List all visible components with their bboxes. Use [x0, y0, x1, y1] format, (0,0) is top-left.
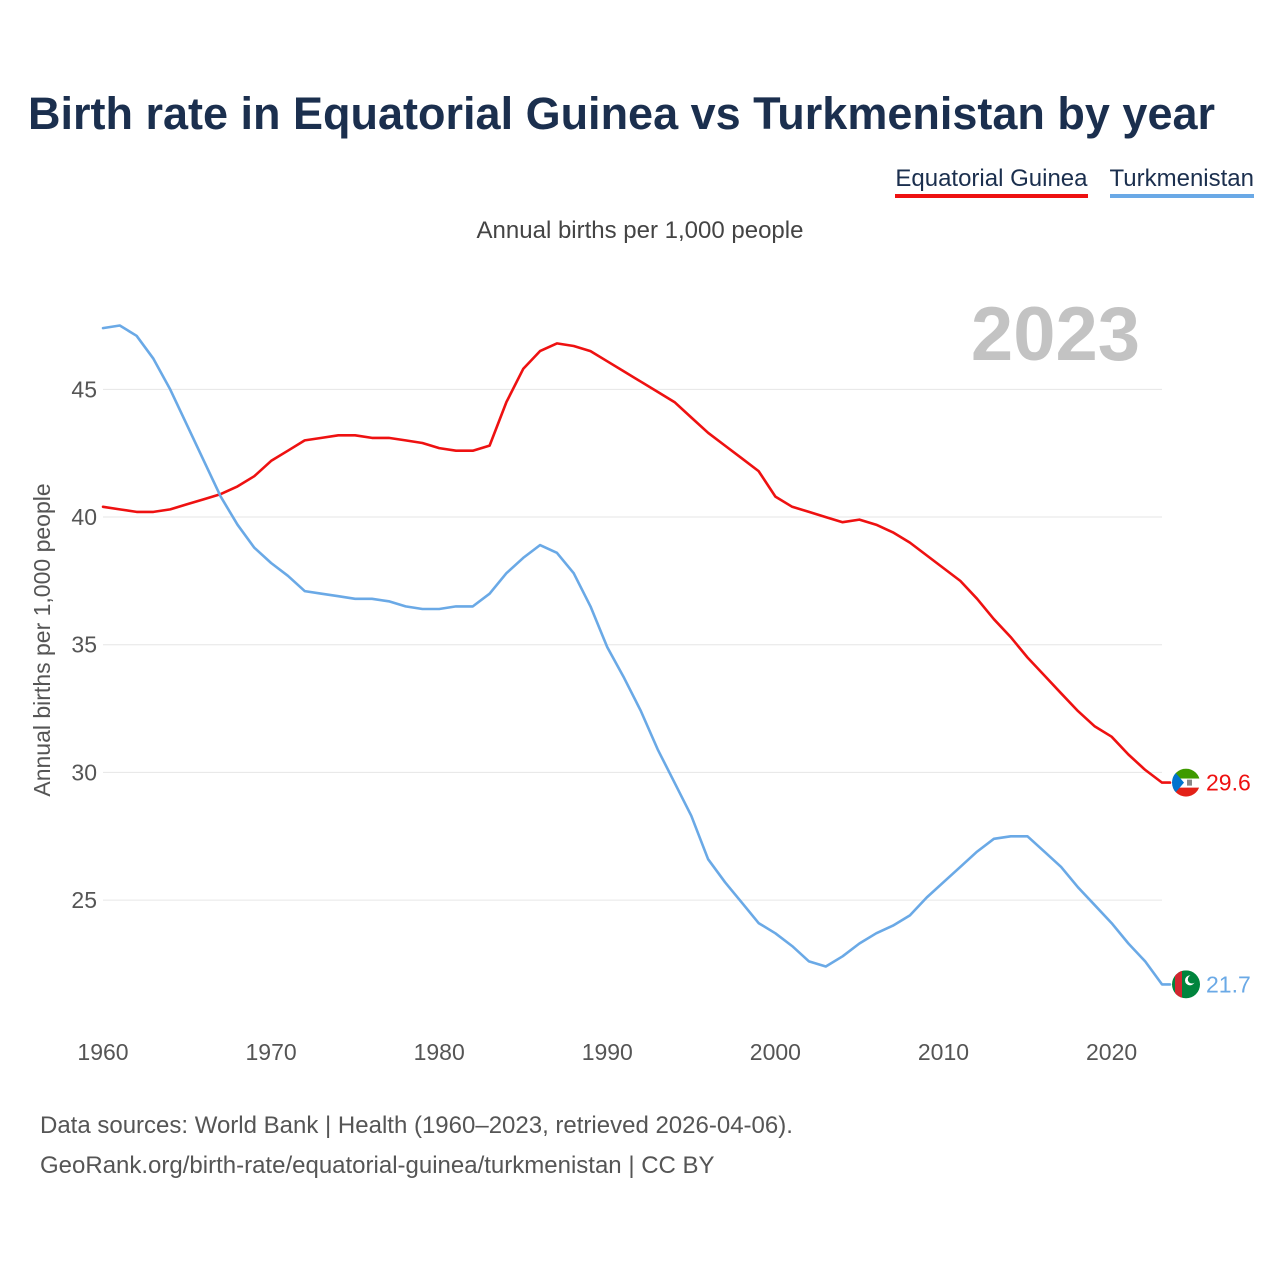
data-sources: Data sources: World Bank | Health (1960–…: [40, 1112, 793, 1139]
y-tick-label: 25: [71, 887, 97, 913]
x-tick-label: 2000: [750, 1039, 801, 1065]
y-tick-label: 40: [71, 504, 97, 530]
y-tick-label: 30: [71, 759, 97, 785]
series-line-turkmenistan: [101, 324, 1172, 986]
series-line-equatorial-guinea: [101, 342, 1172, 784]
x-tick-label: 1970: [246, 1039, 297, 1065]
y-tick-label: 45: [71, 376, 97, 402]
source-link[interactable]: GeoRank.org/birth-rate/equatorial-guinea…: [40, 1152, 715, 1179]
end-value-label: 29.6: [1206, 770, 1251, 796]
chart-title: Birth rate in Equatorial Guinea vs Turkm…: [28, 88, 1216, 139]
chart-subtitle: Annual births per 1,000 people: [476, 217, 804, 244]
y-axis-label: Annual births per 1,000 people: [29, 483, 55, 796]
legend: Equatorial Guinea Turkmenistan: [895, 165, 1254, 198]
footer: Data sources: World Bank | Health (1960–…: [40, 1106, 793, 1186]
x-tick-label: 2010: [918, 1039, 969, 1065]
end-value-label: 21.7: [1206, 971, 1251, 997]
equatorial-guinea-flag-icon: [1172, 768, 1200, 797]
legend-item-equatorial-guinea[interactable]: Equatorial Guinea: [895, 165, 1088, 198]
x-tick-label: 1960: [77, 1039, 128, 1065]
x-tick-label: 1990: [582, 1039, 633, 1065]
x-tick-label: 1980: [414, 1039, 465, 1065]
year-watermark: 2023: [971, 292, 1140, 377]
turkmenistan-flag-icon: [1172, 970, 1200, 999]
x-tick-label: 2020: [1086, 1039, 1137, 1065]
y-tick-label: 35: [71, 632, 97, 658]
legend-item-turkmenistan[interactable]: Turkmenistan: [1109, 165, 1254, 198]
